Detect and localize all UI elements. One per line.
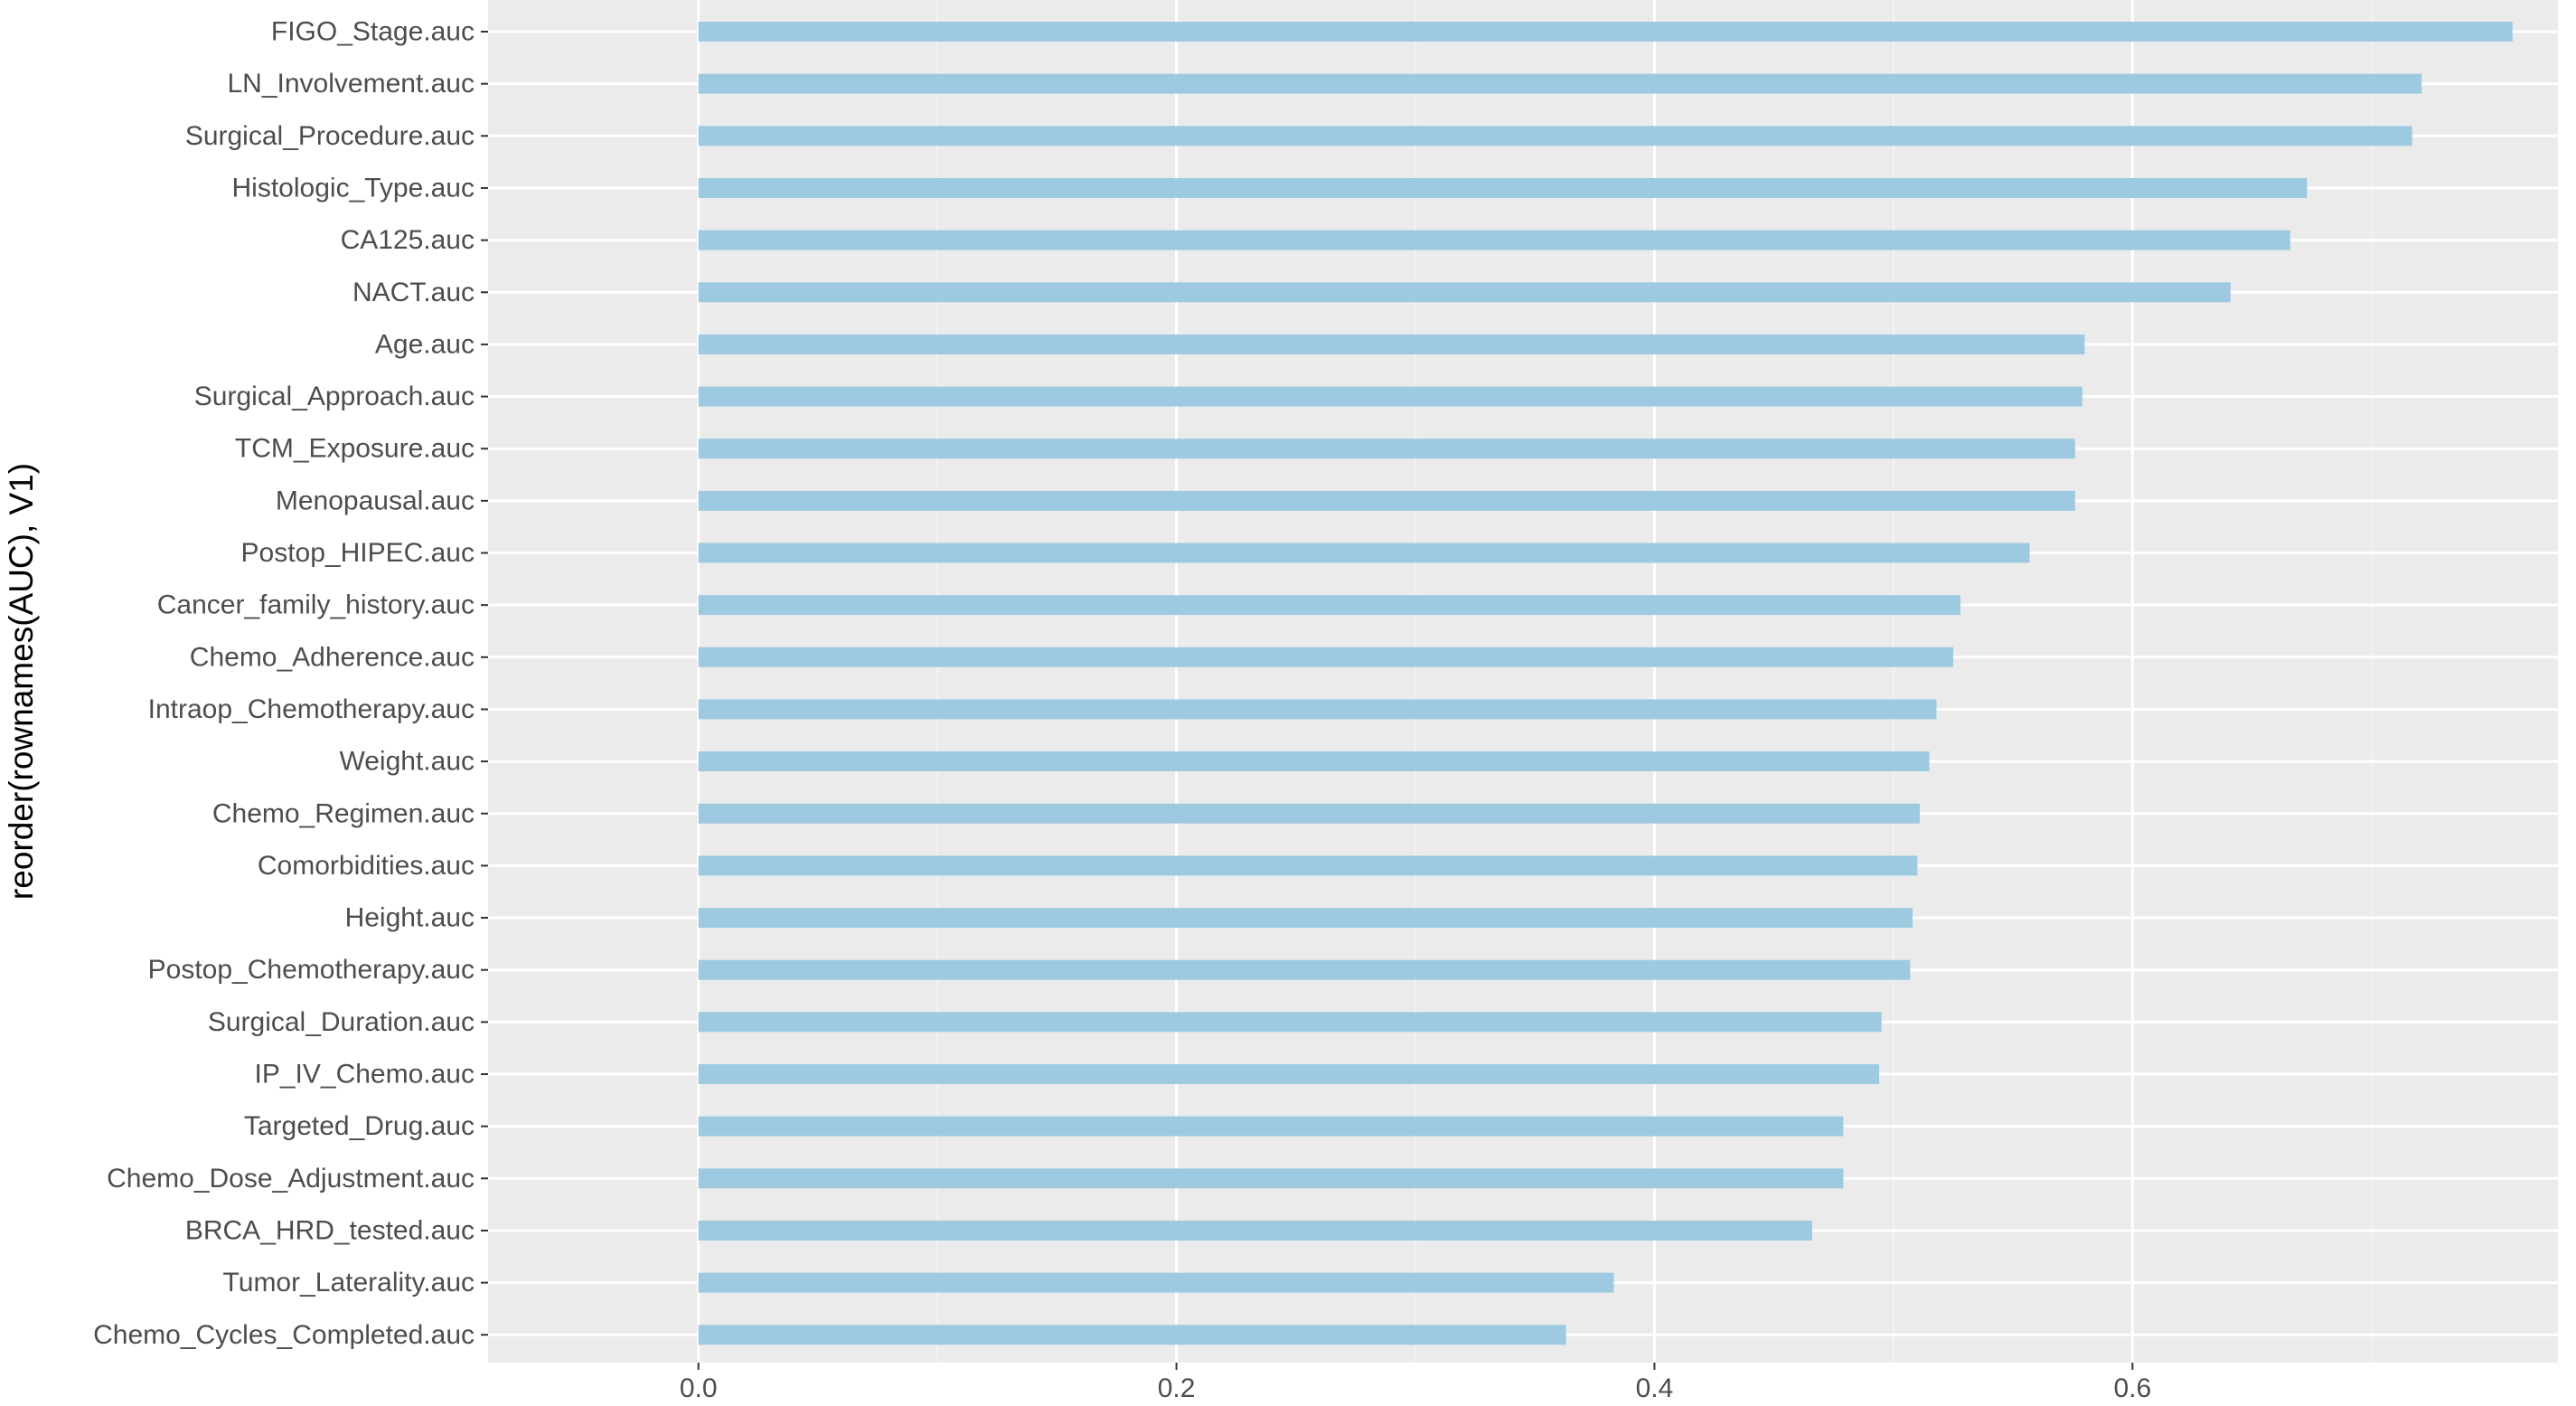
x-tick-label: 0.2 <box>1158 1373 1196 1403</box>
y-tick-label: Chemo_Cycles_Completed.auc <box>93 1320 475 1350</box>
y-tick-label: Tumor_Laterality.auc <box>223 1268 475 1297</box>
bar <box>698 699 1937 720</box>
bar <box>698 1272 1614 1293</box>
y-tick-label: IP_IV_Chemo.auc <box>255 1060 475 1090</box>
bar <box>698 126 2412 146</box>
bar <box>698 803 1920 824</box>
x-axis: 0.0 0.2 0.4 0.6 <box>680 1363 2151 1403</box>
bar <box>698 230 2290 250</box>
y-axis: FIGO_Stage.auc LN_Involvement.auc Surgical… <box>93 17 488 1350</box>
bar <box>698 22 2513 42</box>
bar <box>698 282 2231 303</box>
bar <box>698 1012 1882 1033</box>
y-tick-label: Age.auc <box>375 329 475 359</box>
y-tick-label: Chemo_Regimen.auc <box>212 798 475 828</box>
x-tick-label: 0.6 <box>2113 1373 2151 1403</box>
bar <box>698 595 1960 616</box>
y-tick-label: Height.auc <box>345 903 475 933</box>
bar <box>698 855 1918 876</box>
y-tick-label: CA125.auc <box>341 225 475 255</box>
y-tick-label: Weight.auc <box>339 747 475 777</box>
y-tick-label: Postop_Chemotherapy.auc <box>148 955 475 985</box>
y-axis-title: reorder(rownames(AUC), V1) <box>3 463 40 900</box>
bar <box>698 751 1930 772</box>
x-tick-label: 0.4 <box>1636 1373 1674 1403</box>
plot-panel <box>488 0 2558 1363</box>
bar <box>698 1220 1812 1241</box>
y-tick-label: Targeted_Drug.auc <box>244 1111 475 1141</box>
y-tick-label: Surgical_Procedure.auc <box>185 121 475 151</box>
bar <box>698 1064 1880 1084</box>
bar <box>698 1168 1844 1189</box>
y-tick-label: Histologic_Type.auc <box>232 173 475 203</box>
bar <box>698 646 1953 667</box>
x-tick-label: 0.0 <box>680 1373 718 1403</box>
bar <box>698 334 2085 354</box>
bar <box>698 439 2075 459</box>
bar <box>698 543 2030 563</box>
bar <box>698 908 1913 929</box>
y-tick-label: Menopausal.auc <box>276 486 475 515</box>
y-tick-label: NACT.auc <box>353 278 475 307</box>
y-tick-label: BRCA_HRD_tested.auc <box>185 1215 475 1245</box>
bar <box>698 1116 1844 1137</box>
bar <box>698 73 2422 94</box>
y-tick-label: Postop_HIPEC.auc <box>241 538 475 568</box>
y-tick-label: Comorbidities.auc <box>258 851 475 881</box>
y-tick-label: LN_Involvement.auc <box>228 69 475 99</box>
y-tick-label: Chemo_Dose_Adjustment.auc <box>107 1164 475 1194</box>
bar <box>698 959 1911 980</box>
y-tick-label: Surgical_Approach.auc <box>194 382 475 411</box>
bars <box>698 22 2513 1345</box>
bar <box>698 177 2308 198</box>
bar <box>698 1325 1566 1345</box>
y-tick-label: FIGO_Stage.auc <box>271 17 475 47</box>
y-tick-label: TCM_Exposure.auc <box>235 434 475 464</box>
y-tick-label: Intraop_Chemotherapy.auc <box>148 694 475 724</box>
bar <box>698 386 2082 407</box>
bar <box>698 490 2075 511</box>
y-tick-label: Surgical_Duration.auc <box>208 1007 475 1037</box>
y-tick-label: Cancer_family_history.auc <box>157 590 475 620</box>
y-tick-label: Chemo_Adherence.auc <box>190 642 475 672</box>
